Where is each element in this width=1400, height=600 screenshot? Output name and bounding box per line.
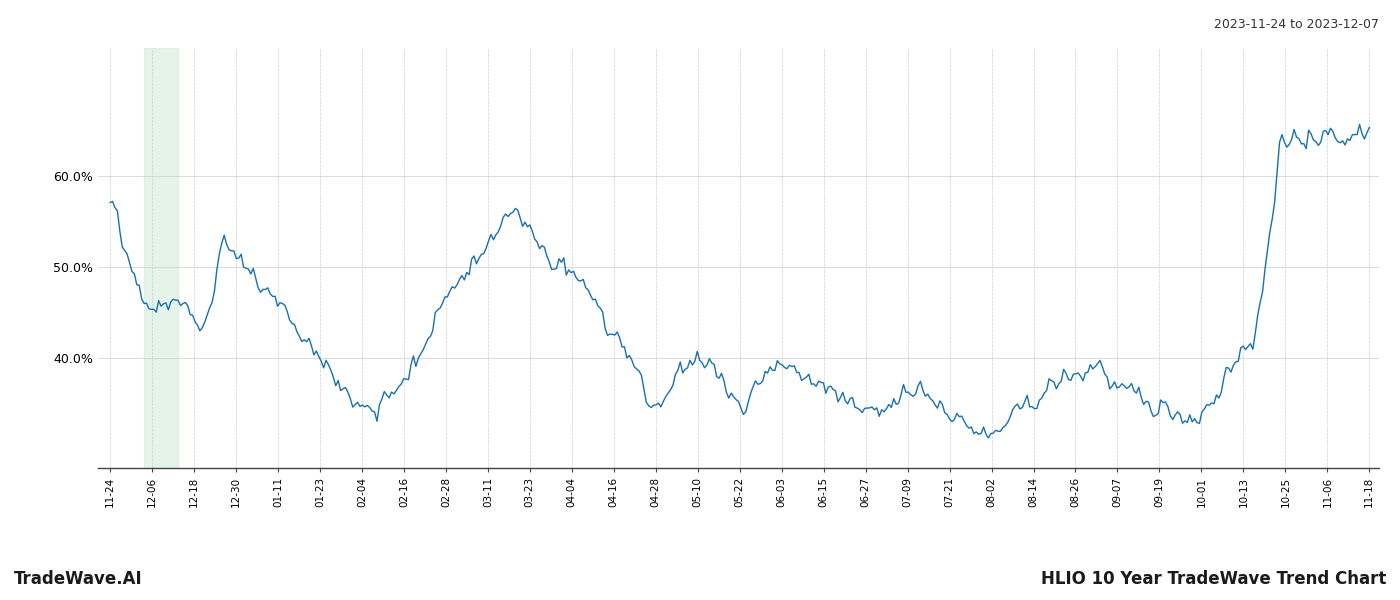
Bar (144, 48, 178, 468)
Text: TradeWave.AI: TradeWave.AI (14, 570, 143, 588)
Text: 2023-11-24 to 2023-12-07: 2023-11-24 to 2023-12-07 (1214, 18, 1379, 31)
Text: HLIO 10 Year TradeWave Trend Chart: HLIO 10 Year TradeWave Trend Chart (1040, 570, 1386, 588)
